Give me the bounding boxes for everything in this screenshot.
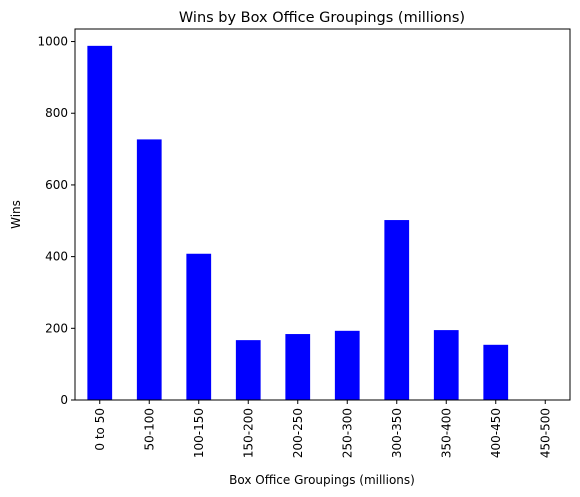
x-tick-label: 0 to 50 (93, 408, 107, 451)
bar-300-350 (384, 220, 410, 400)
x-axis-ticks: 0 to 50 50-100 100-150 150-200 200-250 250-30… (93, 400, 552, 458)
plot-frame (74, 28, 571, 401)
bar-350-400 (433, 330, 459, 400)
bar-100-150 (186, 253, 212, 400)
bar-150-200 (235, 340, 261, 400)
bar-400-450 (483, 344, 509, 400)
x-tick-label: 100-150 (192, 408, 206, 458)
chart-title: Wins by Box Office Groupings (millions) (179, 10, 465, 26)
x-tick-label: 350-400 (439, 408, 453, 458)
y-tick-label: 800 (45, 106, 68, 120)
y-tick-label: 400 (45, 250, 68, 264)
bar-0-to-50 (87, 45, 113, 400)
x-tick-label: 50-100 (142, 408, 156, 451)
x-tick-label: 400-450 (489, 408, 503, 458)
bar-200-250 (285, 334, 311, 400)
y-tick-label: 200 (45, 321, 68, 335)
y-axis-ticks: 0 200 400 600 800 1000 (37, 35, 75, 407)
x-tick-label: 300-350 (390, 408, 404, 458)
x-tick-label: 200-250 (291, 408, 305, 458)
x-tick-label: 250-300 (340, 408, 354, 458)
y-tick-label: 1000 (37, 35, 68, 49)
bar-50-100 (136, 139, 162, 400)
y-axis-label: Wins (9, 200, 23, 229)
y-tick-label: 0 (60, 393, 68, 407)
bars-group (87, 45, 509, 400)
bar-250-300 (334, 330, 360, 400)
y-tick-label: 600 (45, 178, 68, 192)
x-axis-label: Box Office Groupings (millions) (229, 473, 415, 487)
x-tick-label: 150-200 (241, 408, 255, 458)
x-tick-label: 450-500 (538, 408, 552, 458)
